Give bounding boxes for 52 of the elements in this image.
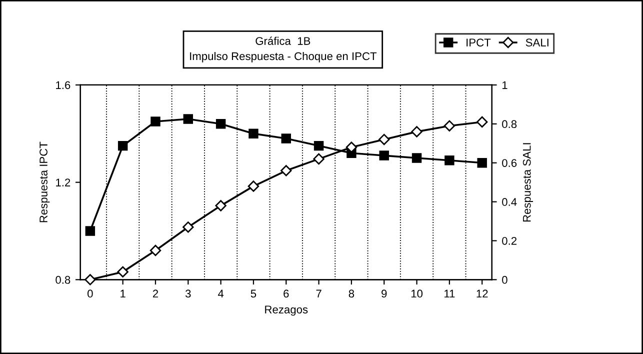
point [476,116,488,128]
point [182,221,194,233]
point [313,153,324,165]
x-tick-label: 11 [444,290,455,298]
point [477,158,487,168]
x-tick-label: 6 [284,290,289,298]
y2-tick-label: 0 [502,276,508,284]
point [85,226,96,236]
y2-tick-label: 1 [502,81,508,89]
point [118,140,128,151]
point [248,128,258,138]
legend-label: SALI [526,38,548,46]
point [215,200,226,212]
y2-tick-label: 0.2 [502,236,517,245]
point [444,120,456,132]
y2-axis-title: Respuesta SALI [522,143,533,222]
point [216,119,226,129]
point [183,114,194,124]
y2-tick-label: 0.8 [502,120,517,128]
point [117,266,128,278]
x-tick-label: 4 [218,290,224,298]
point [379,150,389,160]
y-tick-label: 0.8 [56,276,70,284]
x-tick-label: 3 [185,290,191,298]
y-axis-title: Respuesta IPCT [40,142,50,222]
x-tick-label: 12 [476,290,488,298]
legend-label: IPCT [466,38,491,46]
point [412,153,422,163]
x-tick-label: 7 [316,290,322,298]
point [150,116,160,126]
chart-title: Gráfica 1B Impulso Respuesta - Choque en IPCT [190,36,377,62]
point [411,126,422,138]
y2-tick-label: 0.4 [502,198,517,206]
x-tick-label: 8 [348,290,354,298]
point [444,156,454,166]
x-axis-title: Rezagos [265,306,308,316]
point [84,274,96,286]
x-tick-label: 0 [88,290,93,298]
x-tick-label: 1 [120,290,126,298]
x-tick-label: 2 [152,290,158,298]
y-tick-label: 1.6 [56,81,70,90]
x-tick-label: 10 [411,290,423,298]
point [248,180,260,192]
x-tick-label: 5 [250,290,256,298]
y-tick-label: 1.2 [56,178,70,186]
point [378,134,390,146]
x-tick-label: 9 [382,290,387,298]
point [281,134,291,144]
point [280,165,292,176]
point [314,140,324,151]
point [150,244,162,256]
y2-tick-label: 0.6 [502,159,517,167]
